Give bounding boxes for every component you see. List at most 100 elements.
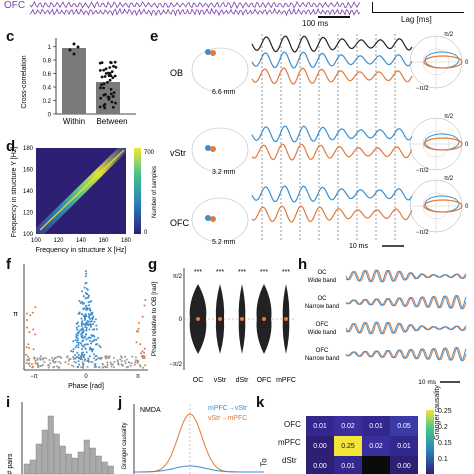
panel-g-ytick: π/2	[173, 274, 183, 280]
panel-k-cell: 0.00	[306, 436, 334, 456]
panel-f-dot-blue	[77, 354, 80, 356]
panel-e-lfp-trace	[251, 35, 413, 53]
panel-c-dot	[72, 52, 76, 56]
panel-d-cbar-label: Number of samples	[152, 166, 158, 218]
panel-f-dot-gray	[64, 361, 67, 364]
panel-f-dot-gray	[28, 359, 30, 362]
panel-c-ytick-label: 0.8	[43, 59, 52, 65]
panel-f-dot-blue	[93, 353, 96, 356]
panel-f-dot-gray	[39, 358, 42, 361]
panel-f-dot-gray	[106, 363, 109, 366]
panel-f-dot-gray	[66, 355, 69, 358]
panel-k-matrix: 0.01 0.02 0.01 0.05 0.00 0.25 0.02 0.01 0.00 0.01…	[306, 416, 418, 474]
panel-f-dot-orange	[27, 362, 30, 365]
panel-h-row-label: Wide band	[308, 278, 337, 284]
panel-f-dot-orange	[141, 350, 144, 353]
panel-e-electrode-blue	[205, 145, 211, 151]
panel-f-dot-gray	[55, 356, 57, 359]
panel-f-dot-blue	[85, 315, 88, 318]
panel-h-row-label: OFC	[316, 322, 329, 328]
panel-h-trace	[345, 346, 467, 362]
panel-f-dot-blue	[77, 312, 80, 315]
panel-f-dot-orange	[31, 366, 34, 369]
panel-f-dot-blue	[89, 323, 92, 326]
panel-f-dot-blue	[88, 316, 91, 319]
panel-f-dot-blue	[87, 320, 90, 323]
panel-f-dot-blue	[88, 328, 91, 331]
panel-f-dot-blue	[81, 290, 84, 293]
panel-f-dot-gray	[45, 357, 48, 360]
panel-h-row-label: Wide band	[308, 330, 337, 336]
panel-c-dot	[103, 106, 107, 110]
panel-f-dot-blue	[84, 322, 87, 325]
panel-f-dot-blue	[81, 336, 84, 339]
panel-f-dot-blue	[88, 339, 91, 342]
panel-f-dot-orange	[137, 321, 140, 324]
panel-e-scalebar-label: 10 ms	[349, 243, 369, 250]
panel-f-dot-orange	[31, 311, 34, 314]
panel-f-dot-blue	[81, 334, 84, 337]
panel-e-brain-outline	[191, 47, 249, 93]
panel-f-dot-blue	[77, 343, 80, 346]
panel-f-dot-gray	[28, 357, 31, 360]
panel-d-xtick: 160	[98, 238, 109, 244]
panel-e-lfp-trace	[251, 205, 413, 223]
panel-i-bar	[107, 465, 114, 474]
panel-k-row-2: dStr	[282, 456, 297, 465]
panel-i-bar	[53, 433, 60, 474]
panel-c-dot	[72, 42, 76, 46]
panel-f-dot-gray	[112, 363, 114, 366]
panel-f-dot-gray	[129, 364, 132, 367]
panel-g-median	[262, 317, 266, 321]
panel-f-dot-blue	[85, 324, 88, 327]
panel-f-dot-gray	[119, 358, 122, 361]
panel-k-row-0: OFC	[284, 420, 301, 429]
panel-f-dot-blue	[94, 318, 97, 321]
panel-d-cbar-bottom: 0	[144, 230, 148, 236]
panel-f-dot-gray	[109, 361, 112, 364]
panel-f-dot-blue	[89, 336, 92, 339]
panel-c-dot	[100, 75, 104, 79]
panel-f-dot-blue	[85, 287, 88, 290]
panel-d-ylabel: Frequency in structure Y [Hz]	[11, 147, 18, 237]
panel-f-dot-blue	[85, 333, 88, 336]
panel-f-dot-blue	[85, 351, 88, 354]
panel-e-polar-bottom: −π/2	[416, 230, 429, 236]
panel-c-dot	[104, 72, 108, 75]
panel-f-dot-blue	[84, 275, 87, 278]
panel-f-dot-blue	[88, 355, 91, 358]
panel-c-dot	[102, 82, 106, 86]
panel-f-dot-orange	[33, 357, 36, 360]
panel-f-dot-blue	[84, 308, 87, 311]
panel-c-dot	[107, 74, 111, 77]
panel-f-dot-blue	[82, 356, 85, 359]
panel-e-electrode-orange	[210, 50, 216, 56]
panel-f-dot-gray	[58, 355, 61, 358]
panel-k-cell: 0.01	[362, 416, 390, 436]
panel-f-dot-blue	[85, 326, 88, 329]
panel-i-letter: i	[6, 394, 11, 411]
panel-i-bar	[29, 459, 36, 474]
panel-f-dot-gray	[120, 355, 122, 358]
panel-f-dot-gray	[72, 358, 75, 361]
panel-e-polar-right: 0	[465, 142, 469, 148]
panel-f-dot-orange	[25, 353, 28, 356]
panel-d-ytick: 160	[23, 168, 34, 174]
panel-f-dot-blue	[82, 323, 85, 326]
panel-k-cbar-label: Granger causality	[434, 385, 441, 440]
panel-e-polar-blue	[424, 133, 460, 151]
panel-c-dot	[68, 48, 72, 52]
panel-f-dot-blue	[84, 317, 87, 320]
panel-e-polar-blue	[424, 195, 460, 213]
panel-f-dot-gray	[124, 362, 127, 365]
panel-e-polar-orange	[423, 137, 463, 151]
panel-f-dot-gray	[93, 357, 95, 360]
panel-e-polar-orange	[423, 199, 463, 213]
panel-f-dot-gray	[81, 361, 84, 364]
panel-f-dot-gray	[67, 359, 70, 362]
panel-g-significance: ***	[238, 269, 246, 276]
panel-d-heatmap: 100 120 140 160 180 100 120 140 160 180 Frequency…	[11, 146, 158, 254]
panel-e-region-label: OFC	[170, 218, 189, 228]
panel-f-dot-blue	[90, 342, 93, 345]
panel-f-dot-gray	[41, 358, 44, 361]
